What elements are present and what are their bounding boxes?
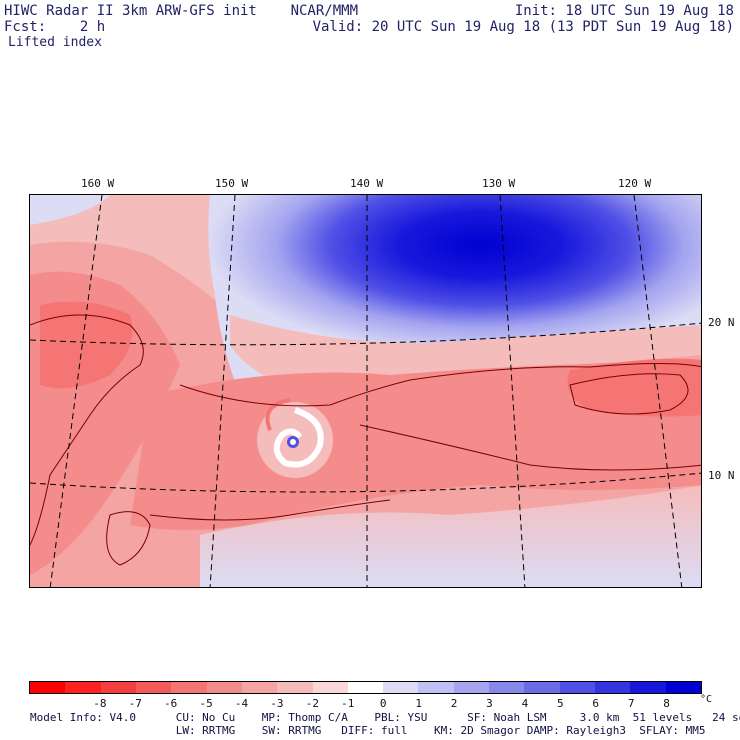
northwest-light-region xyxy=(30,195,230,305)
colorbar-cell xyxy=(135,682,172,693)
colorbar-tick-label: -4 xyxy=(234,697,249,710)
central-unstable-band xyxy=(130,360,701,530)
model-info-line2: LW: RRTMG SW: RRTMG DIFF: full KM: 2D Sm… xyxy=(30,724,706,737)
colorbar-cell xyxy=(65,682,101,693)
northwest-corner xyxy=(30,195,110,225)
colorbar-cell xyxy=(206,682,242,693)
valid-time: Valid: 20 UTC Sun 19 Aug 18 (13 PDT Sun … xyxy=(312,19,734,35)
colorbar-tick-label: 3 xyxy=(486,697,493,710)
west-core-region xyxy=(40,301,133,389)
colorbar-cell xyxy=(383,682,419,693)
colorbar-cell xyxy=(347,682,384,693)
graticule xyxy=(30,195,701,587)
colorbar-cell xyxy=(277,682,313,693)
lon-label-160w: 160 W xyxy=(81,177,115,190)
colorbar-cell xyxy=(100,682,136,693)
colorbar-tick-label: -1 xyxy=(341,697,355,710)
forecast-hour: Fcst: 2 h xyxy=(4,19,106,35)
stable-boundary-band xyxy=(230,315,701,385)
colorbar-tick-label: 8 xyxy=(663,697,670,710)
colorbar-tick-label: 2 xyxy=(450,697,458,710)
lon-label-140w: 140 W xyxy=(350,177,384,190)
colorbar-tick-label: 6 xyxy=(592,697,600,710)
colorbar-cell xyxy=(665,682,701,693)
colorbar-tick-label: 4 xyxy=(521,697,529,710)
east-core-region xyxy=(567,358,701,417)
colorbar-cell xyxy=(559,682,595,693)
map-svg xyxy=(30,195,701,587)
colorbar-tick-label: -8 xyxy=(93,697,107,710)
lat-label-20n: 20 N xyxy=(708,316,735,329)
colorbar-cell xyxy=(241,682,278,693)
colorbar-tick-label: -7 xyxy=(128,697,142,710)
colorbar xyxy=(29,681,702,694)
colorbar-cell xyxy=(171,682,207,693)
colorbar-cell xyxy=(524,682,560,693)
lon-label-120w: 120 W xyxy=(618,177,652,190)
colorbar-cell xyxy=(489,682,525,693)
lat-label-10n: 10 N xyxy=(708,469,735,482)
colorbar-cell xyxy=(630,682,666,693)
colorbar-cell xyxy=(30,682,66,693)
colorbar-tick-label: 1 xyxy=(415,697,422,710)
colorbar-tick-label: -2 xyxy=(305,697,319,710)
colorbar-unit: °C xyxy=(700,694,713,705)
contour-lines xyxy=(30,314,701,566)
field-name: Lifted index xyxy=(8,35,102,50)
colorbar-tick-label: 5 xyxy=(557,697,564,710)
init-time: Init: 18 UTC Sun 19 Aug 18 xyxy=(514,3,734,19)
south-fade-region xyxy=(200,485,701,587)
colorbar-tick-label: 7 xyxy=(627,697,635,710)
colorbar-cell xyxy=(418,682,454,693)
lon-label-150w: 150 W xyxy=(215,177,249,190)
lon-label-130w: 130 W xyxy=(482,177,516,190)
model-info-line1: Model Info: V4.0 CU: No Cu MP: Thomp C/A… xyxy=(30,711,740,724)
colorbar-tick-label: -5 xyxy=(199,697,213,710)
colorbar-tick-label: -6 xyxy=(164,697,178,710)
colorbar-tick-label: -3 xyxy=(270,697,284,710)
plot-title: HIWC Radar II 3km ARW-GFS init NCAR/MMM xyxy=(4,3,359,19)
lifted-index-map xyxy=(29,194,702,588)
colorbar-cell xyxy=(453,682,490,693)
colorbar-cell xyxy=(595,682,631,693)
hurricane-swirl xyxy=(257,398,333,478)
colorbar-tick-label: 0 xyxy=(379,697,387,710)
colorbar-cell xyxy=(312,682,348,693)
